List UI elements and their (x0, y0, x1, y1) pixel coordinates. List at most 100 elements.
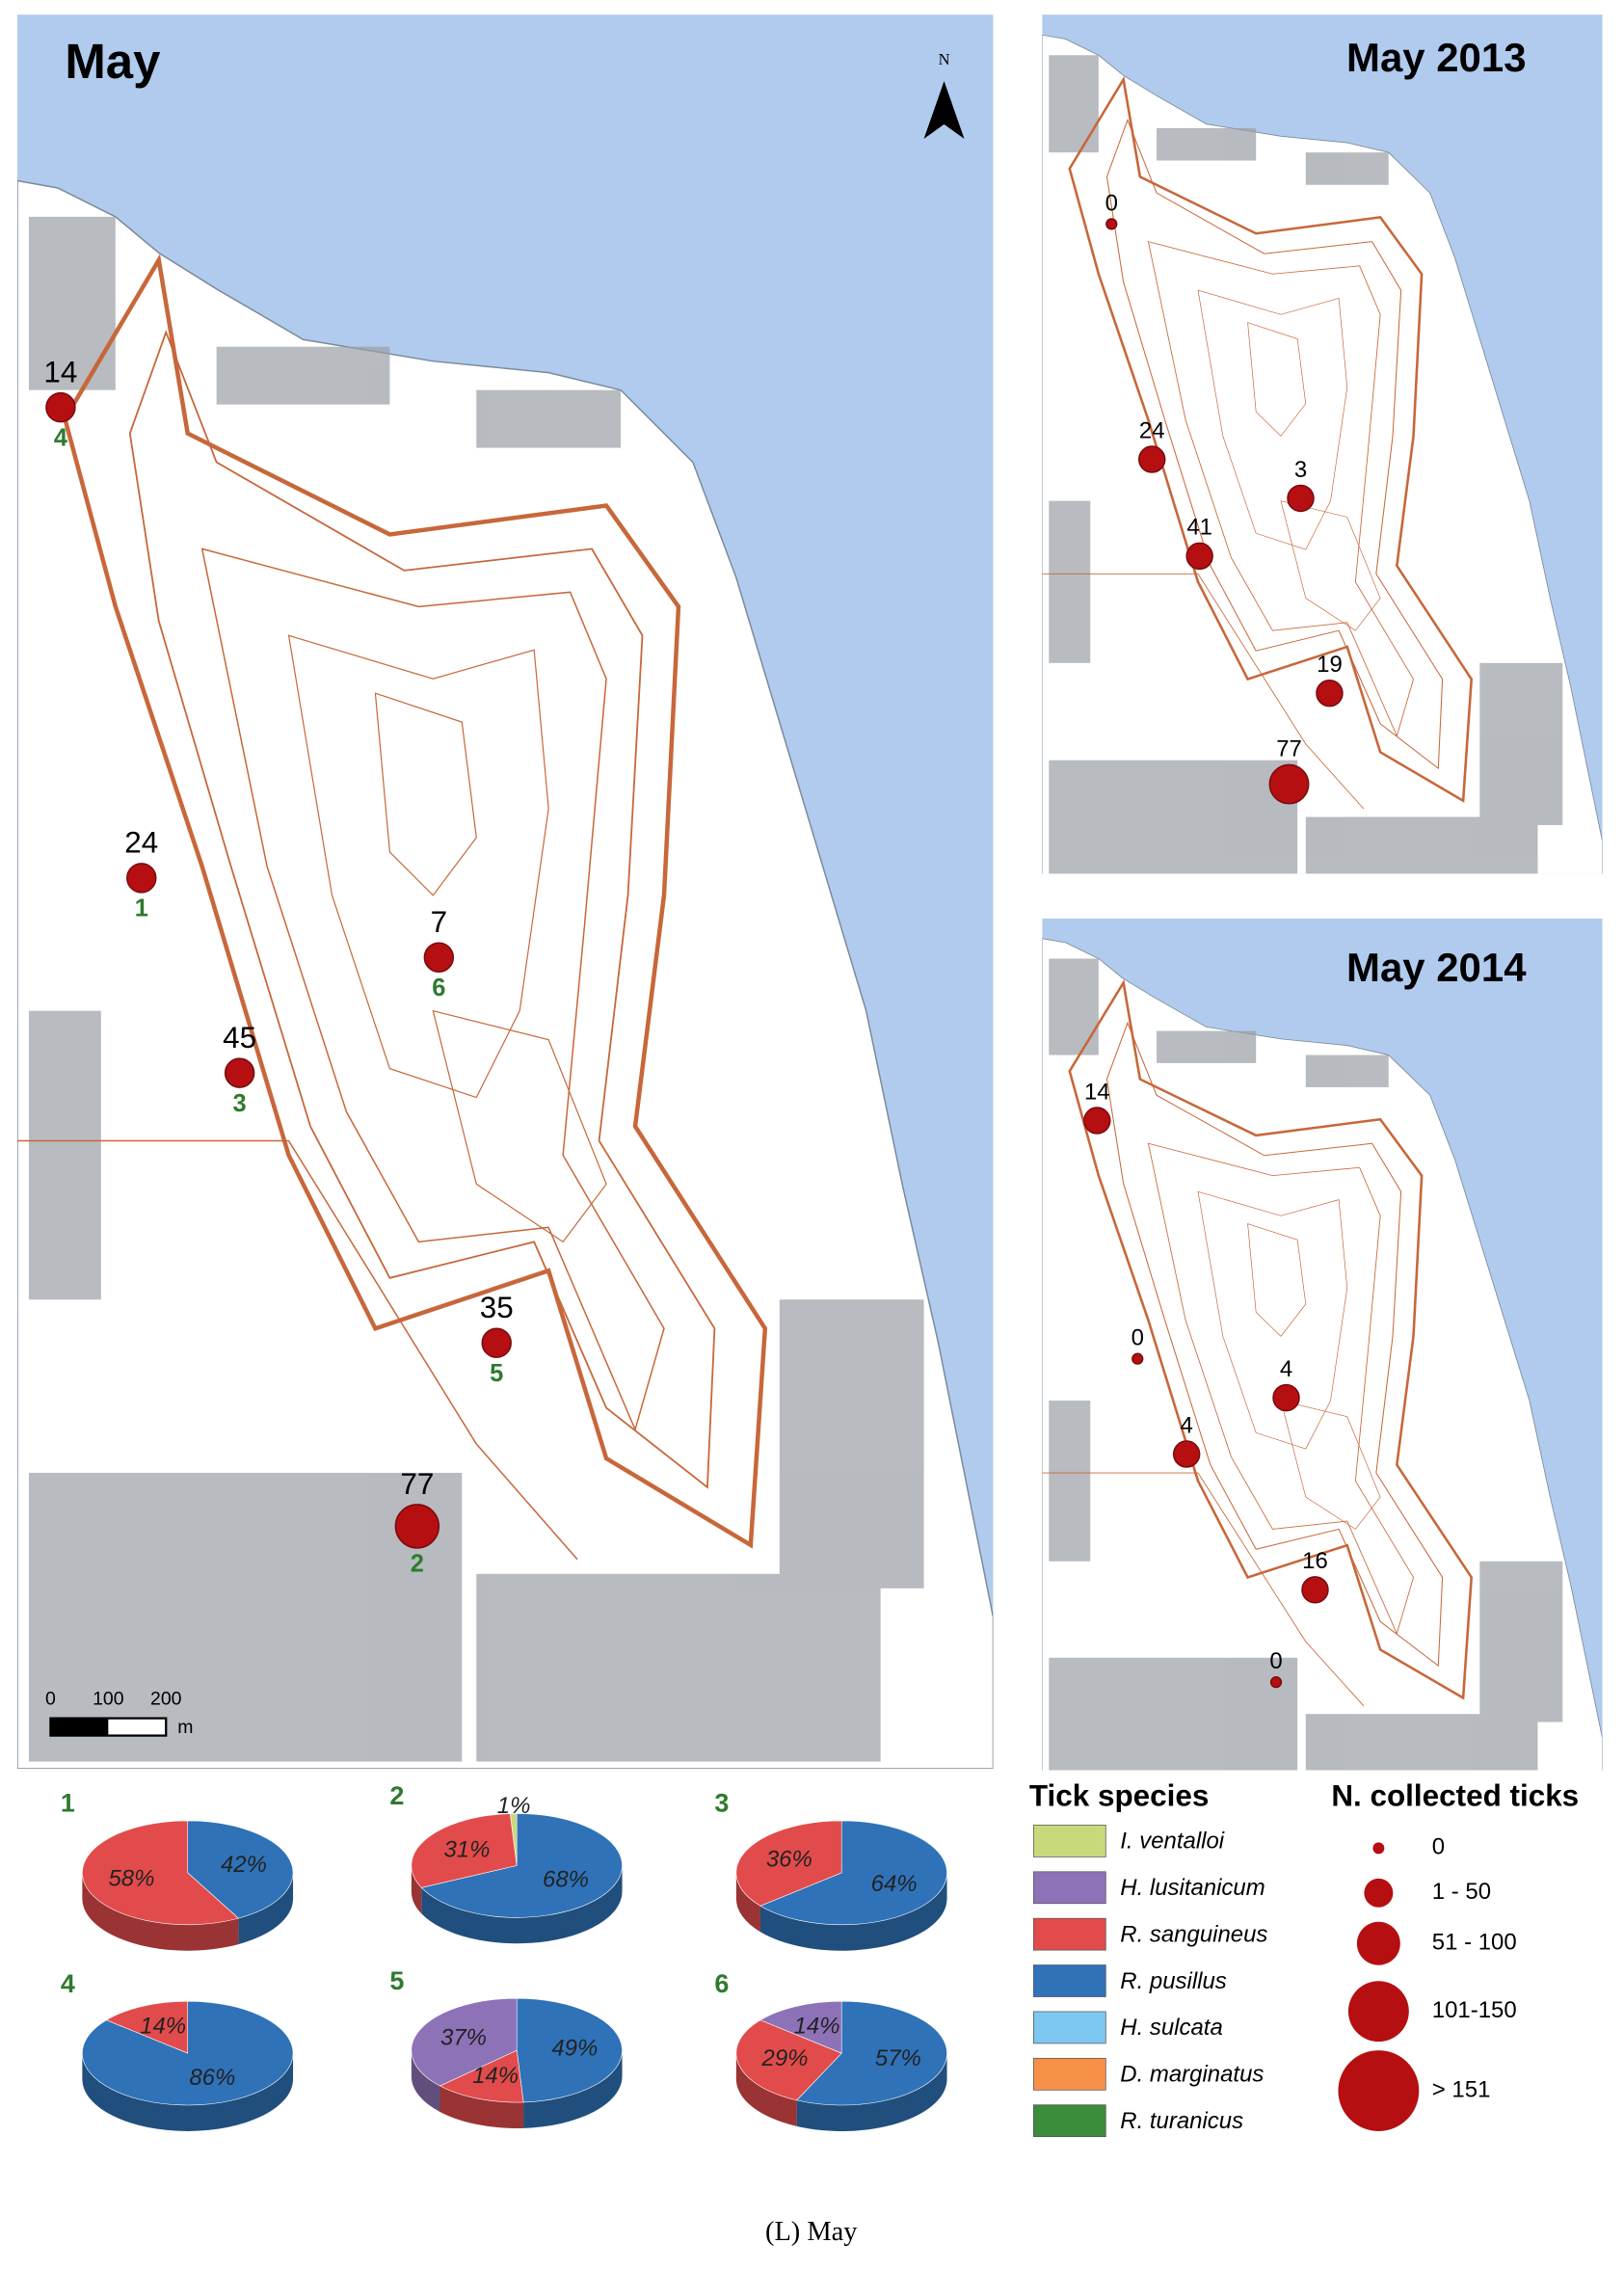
count-label: 77 (400, 1467, 434, 1501)
site-marker (1131, 1352, 1144, 1365)
site-marker (1272, 1383, 1300, 1412)
pie-label: 57% (875, 2045, 921, 2071)
legend-label: H. sulcata (1120, 2015, 1223, 2041)
pie-side (82, 1872, 239, 1951)
pie-side (523, 2050, 623, 2128)
scale-unit: m (177, 1717, 193, 1738)
pie-number: 1 (61, 1789, 75, 1818)
legend-size-marker (1338, 2050, 1420, 2131)
legend-size-marker (1347, 1981, 1409, 2043)
legend-swatch (1033, 2104, 1106, 2138)
site-label: 4 (54, 424, 68, 451)
north-label: N (939, 50, 950, 68)
pie-slice (187, 1820, 294, 1919)
count-label: 0 (1269, 1648, 1282, 1674)
site-marker (1137, 445, 1166, 473)
count-label: 19 (1317, 652, 1343, 678)
pie-slice (105, 2000, 189, 2054)
site-marker (394, 1504, 440, 1549)
legend-label: R. pusillus (1120, 1968, 1227, 1994)
pie-slice (735, 2019, 842, 2101)
scale-label: 200 (150, 1688, 182, 1709)
pie-label: 14% (472, 2063, 519, 2089)
site-label: 3 (233, 1090, 247, 1117)
legend-swatch (1033, 1917, 1106, 1951)
pie-slice (759, 1820, 947, 1926)
legend-size-marker (1364, 1878, 1394, 1908)
pie-label: 86% (189, 2065, 235, 2091)
legend-title: N. collected ticks (1331, 1778, 1579, 1812)
count-label: 45 (223, 1021, 256, 1055)
pie-label: 49% (551, 2035, 598, 2061)
map-title: May 2014 (1346, 945, 1527, 990)
site-marker (1172, 1440, 1201, 1468)
map-title: May 2013 (1346, 35, 1526, 80)
legend-swatch (1033, 1825, 1106, 1857)
pie-slice (82, 2000, 294, 2106)
pie-slice (509, 1813, 518, 1866)
caption: (L) May (765, 2217, 858, 2247)
site-marker (1185, 542, 1213, 571)
pie-label: 29% (761, 2045, 809, 2071)
site-label: 6 (432, 975, 445, 1001)
pie-side (439, 2086, 524, 2128)
pie-slice (411, 1813, 518, 1888)
count-label: 24 (124, 826, 158, 860)
count-label: 16 (1302, 1548, 1328, 1574)
pie-side (796, 2053, 947, 2131)
pie-label: 42% (221, 1852, 267, 1878)
pie-number: 5 (389, 1966, 404, 1995)
count-label: 0 (1131, 1325, 1144, 1351)
pie-slice (759, 2000, 842, 2054)
pie-side (421, 1865, 623, 1944)
legend-size-label: 1 - 50 (1432, 1879, 1491, 1905)
legend-title: Tick species (1029, 1778, 1209, 1812)
legend-swatch (1033, 1964, 1106, 1997)
legend-label: D. marginatus (1120, 2062, 1264, 2088)
legend-size-label: > 151 (1432, 2076, 1491, 2102)
pie-label: 14% (794, 2014, 840, 2040)
site-marker (126, 863, 157, 894)
legend-swatch (1033, 2057, 1106, 2091)
count-label: 24 (1139, 417, 1165, 443)
pie-slice (516, 1997, 623, 2103)
legend-label: R. sanguineus (1120, 1921, 1267, 1947)
pie-side (238, 1872, 294, 1945)
legend-size-marker (1372, 1842, 1385, 1855)
count-label: 7 (431, 905, 447, 939)
site-label: 2 (411, 1551, 424, 1578)
pie-slice (796, 2000, 947, 2106)
site-marker (1287, 484, 1315, 513)
pie-side (759, 1872, 947, 1951)
legend-label: H. lusitanicum (1120, 1875, 1265, 1901)
pie-slice (439, 2049, 524, 2103)
legend-swatch (1033, 1871, 1106, 1905)
pie-slice (411, 1997, 518, 2087)
pie-number: 3 (714, 1789, 729, 1818)
site-marker (1083, 1107, 1111, 1135)
site-marker (45, 391, 76, 423)
pie-slice (420, 1813, 623, 1918)
count-label: 14 (1084, 1079, 1110, 1105)
pie-label: 14% (140, 2014, 186, 2040)
scale-bar (49, 1717, 168, 1737)
count-label: 35 (480, 1291, 514, 1324)
site-marker (1301, 1576, 1329, 1604)
pie-label: 58% (108, 1866, 154, 1892)
site-marker (1269, 1676, 1283, 1689)
map-title: May (65, 34, 161, 89)
legend-size-label: 51 - 100 (1432, 1930, 1517, 1956)
count-label: 3 (1294, 457, 1307, 483)
pie-label: 36% (766, 1847, 812, 1873)
north-arrow (923, 81, 965, 140)
site-marker (1316, 679, 1344, 708)
site-marker (1268, 763, 1310, 805)
pie-label: 68% (543, 1867, 589, 1893)
site-marker (423, 942, 455, 973)
legend-size-label: 101-150 (1432, 1997, 1517, 2023)
pie-number: 4 (61, 1969, 75, 1998)
count-label: 14 (43, 355, 77, 388)
count-label: 77 (1276, 736, 1302, 762)
pie-label: 37% (440, 2025, 487, 2051)
